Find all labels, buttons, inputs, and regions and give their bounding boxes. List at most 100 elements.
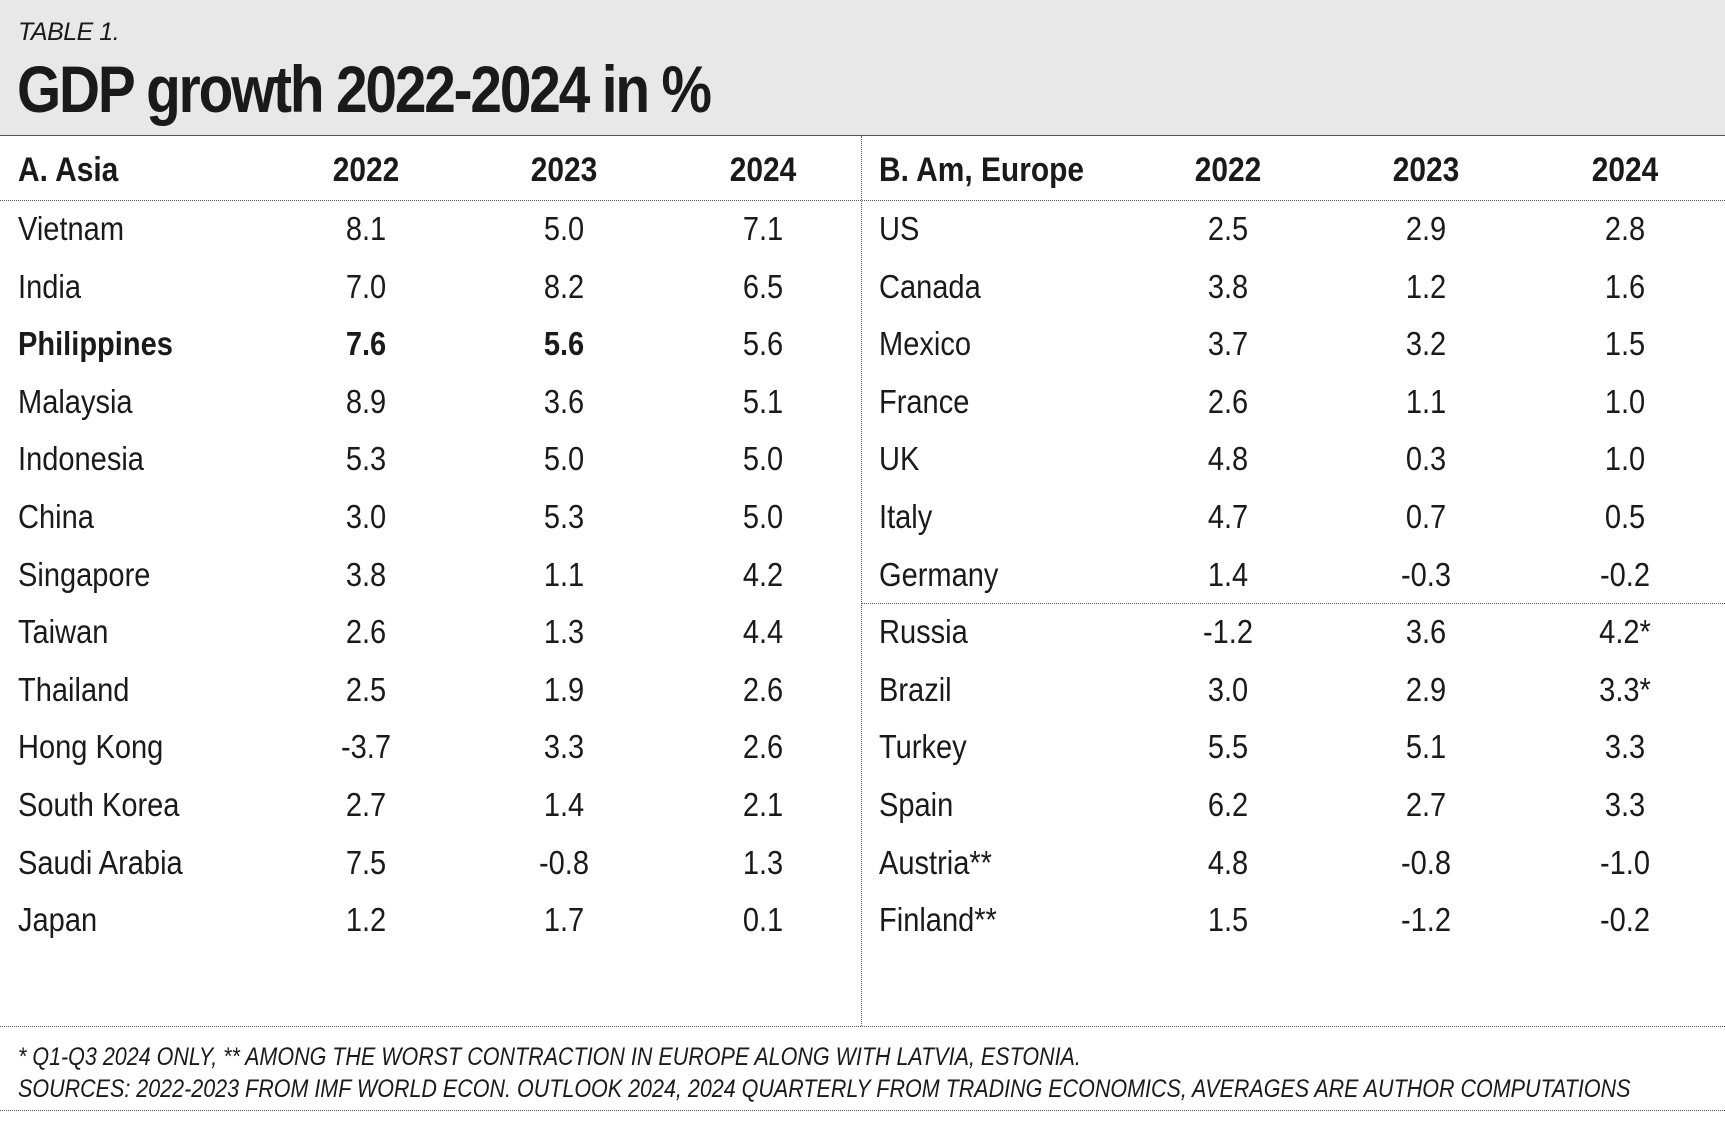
growth-value-2024: -0.2: [1599, 901, 1651, 939]
country-name: US: [879, 210, 920, 247]
country-name: Canada: [879, 267, 981, 305]
growth-value-2024: 4.2*: [1599, 613, 1651, 651]
country-name: Malaysia: [18, 382, 133, 420]
growth-value-2024: 3.3*: [1599, 670, 1651, 708]
growth-value-2023: 3.2: [1405, 325, 1447, 363]
growth-value-2022: 2.7: [345, 786, 387, 823]
growth-value-2023: 3.3: [543, 728, 585, 766]
table-row: Hong Kong -3.7 3.3 2.6: [0, 718, 861, 776]
growth-value-2022: 5.3: [345, 440, 387, 478]
table-row: Austria** 4.8 -0.8 -1.0: [862, 834, 1725, 892]
growth-value-2023: 1.3: [543, 613, 585, 651]
growth-value-2024: 5.0: [742, 440, 784, 478]
table-row: France 2.6 1.1 1.0: [862, 373, 1725, 431]
growth-value-2023: 1.1: [1405, 382, 1447, 420]
table-row: India 7.0 8.2 6.5: [0, 258, 861, 316]
footnote-sources: SOURCES: 2022-2023 FROM IMF WORLD ECON. …: [18, 1075, 1631, 1103]
growth-value-2023: 2.9: [1405, 670, 1447, 708]
growth-value-2023: -0.3: [1400, 555, 1452, 593]
country-name: Spain: [879, 786, 954, 823]
column-header-2024: 2024: [729, 151, 797, 189]
table-row: US 2.5 2.9 2.8: [862, 200, 1725, 258]
table-row: Germany 1.4 -0.3 -0.2: [862, 546, 1725, 604]
growth-value-2023: 1.9: [543, 670, 585, 708]
country-name: Mexico: [879, 325, 971, 363]
growth-value-2024: 0.1: [742, 901, 784, 939]
growth-value-2022: 7.5: [345, 843, 387, 881]
country-name: Singapore: [18, 555, 151, 593]
growth-value-2022: 7.0: [345, 267, 387, 305]
growth-value-2022: 8.1: [345, 210, 387, 247]
table-row: Canada 3.8 1.2 1.6: [862, 258, 1725, 316]
table-row: China 3.0 5.3 5.0: [0, 488, 861, 546]
column-header-2024: 2024: [1591, 151, 1659, 189]
growth-value-2023: 1.4: [543, 786, 585, 823]
country-name: South Korea: [18, 786, 180, 823]
country-name: Taiwan: [18, 613, 109, 651]
growth-value-2022: -1.2: [1202, 613, 1254, 651]
growth-value-2024: 2.8: [1604, 210, 1646, 247]
growth-value-2022: 7.6: [345, 325, 387, 363]
column-header-2022: 2022: [332, 151, 400, 189]
table-row: Finland** 1.5 -1.2 -0.2: [862, 891, 1725, 949]
growth-value-2024: 5.0: [742, 498, 784, 535]
country-name: Saudi Arabia: [18, 843, 183, 881]
growth-value-2024: 5.6: [742, 325, 784, 363]
growth-value-2023: 2.9: [1405, 210, 1447, 247]
country-name: UK: [879, 440, 920, 478]
table-row: Philippines 7.6 5.6 5.6: [0, 315, 861, 373]
growth-value-2023: 3.6: [543, 382, 585, 420]
country-name: China: [18, 498, 94, 535]
country-name: Turkey: [879, 728, 967, 766]
group-separator: [862, 603, 1725, 605]
growth-value-2024: 1.0: [1604, 382, 1646, 420]
panel-americas-europe: B. Am, Europe 2022 2023 2024 US 2.5 2.9 2.8 Cana…: [862, 136, 1725, 1026]
growth-value-2022: 2.6: [1207, 382, 1249, 420]
growth-value-2024: 1.5: [1604, 325, 1646, 363]
growth-value-2024: 7.1: [742, 210, 784, 247]
growth-value-2022: 6.2: [1207, 786, 1249, 823]
growth-value-2024: -1.0: [1599, 843, 1651, 881]
growth-value-2024: 2.6: [742, 728, 784, 766]
table-row: Singapore 3.8 1.1 4.2: [0, 546, 861, 604]
table-row: Thailand 2.5 1.9 2.6: [0, 661, 861, 719]
country-name: Vietnam: [18, 210, 125, 247]
growth-value-2022: 4.8: [1207, 440, 1249, 478]
table-row: Malaysia 8.9 3.6 5.1: [0, 373, 861, 431]
growth-value-2023: 5.3: [543, 498, 585, 535]
growth-value-2023: 5.1: [1405, 728, 1447, 766]
growth-value-2022: 4.8: [1207, 843, 1249, 881]
table-title: GDP growth 2022-2024 in %: [17, 52, 712, 126]
country-name: Austria**: [879, 843, 992, 881]
growth-value-2024: 6.5: [742, 267, 784, 305]
table-row: Japan 1.2 1.7 0.1: [0, 891, 861, 949]
growth-value-2023: 1.1: [543, 555, 585, 593]
growth-value-2024: 1.6: [1604, 267, 1646, 305]
country-name: Indonesia: [18, 440, 144, 478]
panel-heading-am-europe: B. Am, Europe: [879, 151, 1085, 189]
table-row: Turkey 5.5 5.1 3.3: [862, 718, 1725, 776]
column-header-2023: 2023: [530, 151, 598, 189]
country-name: Germany: [879, 555, 999, 593]
country-name: Philippines: [18, 325, 173, 363]
growth-value-2023: 3.6: [1405, 613, 1447, 651]
country-name: Italy: [879, 498, 933, 535]
growth-value-2023: 0.3: [1405, 440, 1447, 478]
panel-heading-asia: A. Asia: [18, 151, 119, 189]
growth-value-2023: 0.7: [1405, 498, 1447, 535]
table-row: Mexico 3.7 3.2 1.5: [862, 315, 1725, 373]
column-header-2022: 2022: [1194, 151, 1262, 189]
table-row: Saudi Arabia 7.5 -0.8 1.3: [0, 834, 861, 892]
growth-value-2024: 2.1: [742, 786, 784, 823]
growth-value-2024: 3.3: [1604, 728, 1646, 766]
growth-value-2022: 2.6: [345, 613, 387, 651]
growth-value-2022: 2.5: [345, 670, 387, 708]
table-row: Brazil 3.0 2.9 3.3*: [862, 661, 1725, 719]
growth-value-2022: 1.5: [1207, 901, 1249, 939]
table-row: Spain 6.2 2.7 3.3: [862, 776, 1725, 834]
growth-value-2024: 5.1: [742, 382, 784, 420]
table-row: Vietnam 8.1 5.0 7.1: [0, 200, 861, 258]
growth-value-2024: 1.3: [742, 843, 784, 881]
growth-value-2022: 3.8: [1207, 267, 1249, 305]
country-name: Japan: [18, 901, 98, 939]
